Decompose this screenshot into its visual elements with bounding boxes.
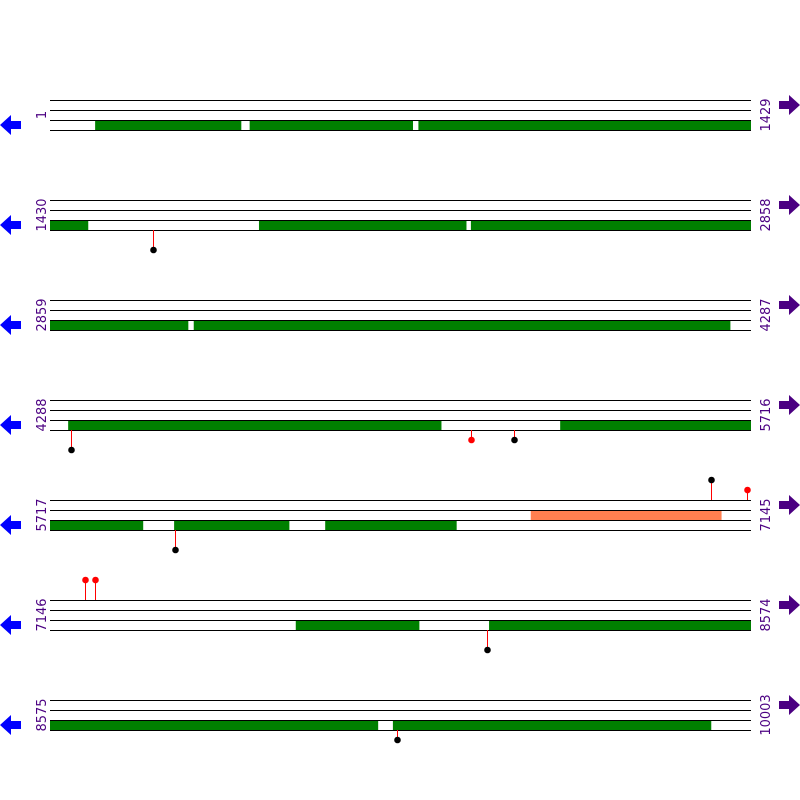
sequence-row: 1430 2858 (0, 195, 800, 254)
right-arrow-icon[interactable] (779, 595, 800, 615)
right-arrow-icon[interactable] (779, 395, 800, 415)
row-end-label: 2858 (759, 198, 774, 231)
sequence-row: 8575 10003 (0, 694, 800, 744)
left-arrow-icon[interactable] (0, 415, 21, 435)
marker-head (511, 436, 518, 444)
marker-head (468, 436, 475, 444)
left-arrow-icon[interactable] (0, 115, 21, 135)
domain-bar (193, 320, 731, 330)
marker-head (172, 546, 179, 554)
marker-head (708, 476, 715, 484)
domain-bar (50, 320, 189, 330)
right-arrow-icon[interactable] (779, 295, 800, 315)
sequence-row: 1 1429 (0, 95, 800, 135)
domain-bar (418, 120, 751, 130)
marker-head (744, 486, 751, 494)
right-arrow-icon[interactable] (779, 195, 800, 215)
row-end-label: 4287 (759, 298, 774, 331)
left-arrow-icon[interactable] (0, 315, 21, 335)
marker-head (68, 446, 75, 454)
sequence-row: 5717 7145 (0, 476, 800, 554)
sequence-row: 2859 4287 (0, 295, 800, 335)
domain-bar (68, 420, 442, 430)
domain-bar (470, 220, 751, 230)
row-start-label: 7146 (35, 598, 50, 631)
row-start-label: 8575 (35, 698, 50, 731)
row-end-label: 8574 (759, 598, 774, 631)
domain-bar (50, 520, 144, 530)
domain-bar (489, 620, 751, 630)
domain-bar (50, 220, 89, 230)
row-end-label: 10003 (759, 694, 774, 735)
left-arrow-icon[interactable] (0, 615, 21, 635)
marker-head (92, 576, 99, 584)
domain-bar (249, 120, 414, 130)
domain-bar (95, 120, 242, 130)
domain-bar (258, 220, 467, 230)
left-arrow-icon[interactable] (0, 515, 21, 535)
left-arrow-icon[interactable] (0, 715, 21, 735)
row-start-label: 2859 (35, 298, 50, 331)
domain-bar (560, 420, 751, 430)
right-arrow-icon[interactable] (779, 95, 800, 115)
row-end-label: 7145 (759, 498, 774, 531)
marker-head (394, 736, 401, 744)
row-end-label: 1429 (759, 98, 774, 131)
region-bar (530, 510, 722, 520)
domain-bar (295, 620, 420, 630)
marker-head (484, 646, 491, 654)
domain-bar (392, 720, 712, 730)
row-start-label: 4288 (35, 398, 50, 431)
domain-bar (50, 720, 379, 730)
sequence-row: 4288 5716 (0, 395, 800, 454)
right-arrow-icon[interactable] (779, 695, 800, 715)
sequence-row: 7146 8574 (0, 576, 800, 654)
marker-head (150, 246, 157, 254)
row-start-label: 5717 (35, 498, 50, 531)
right-arrow-icon[interactable] (779, 495, 800, 515)
row-start-label: 1 (35, 111, 50, 119)
domain-bar (325, 520, 457, 530)
marker-head (82, 576, 89, 584)
left-arrow-icon[interactable] (0, 215, 21, 235)
row-start-label: 1430 (35, 198, 50, 231)
row-end-label: 5716 (759, 398, 774, 431)
domain-bar (174, 520, 290, 530)
